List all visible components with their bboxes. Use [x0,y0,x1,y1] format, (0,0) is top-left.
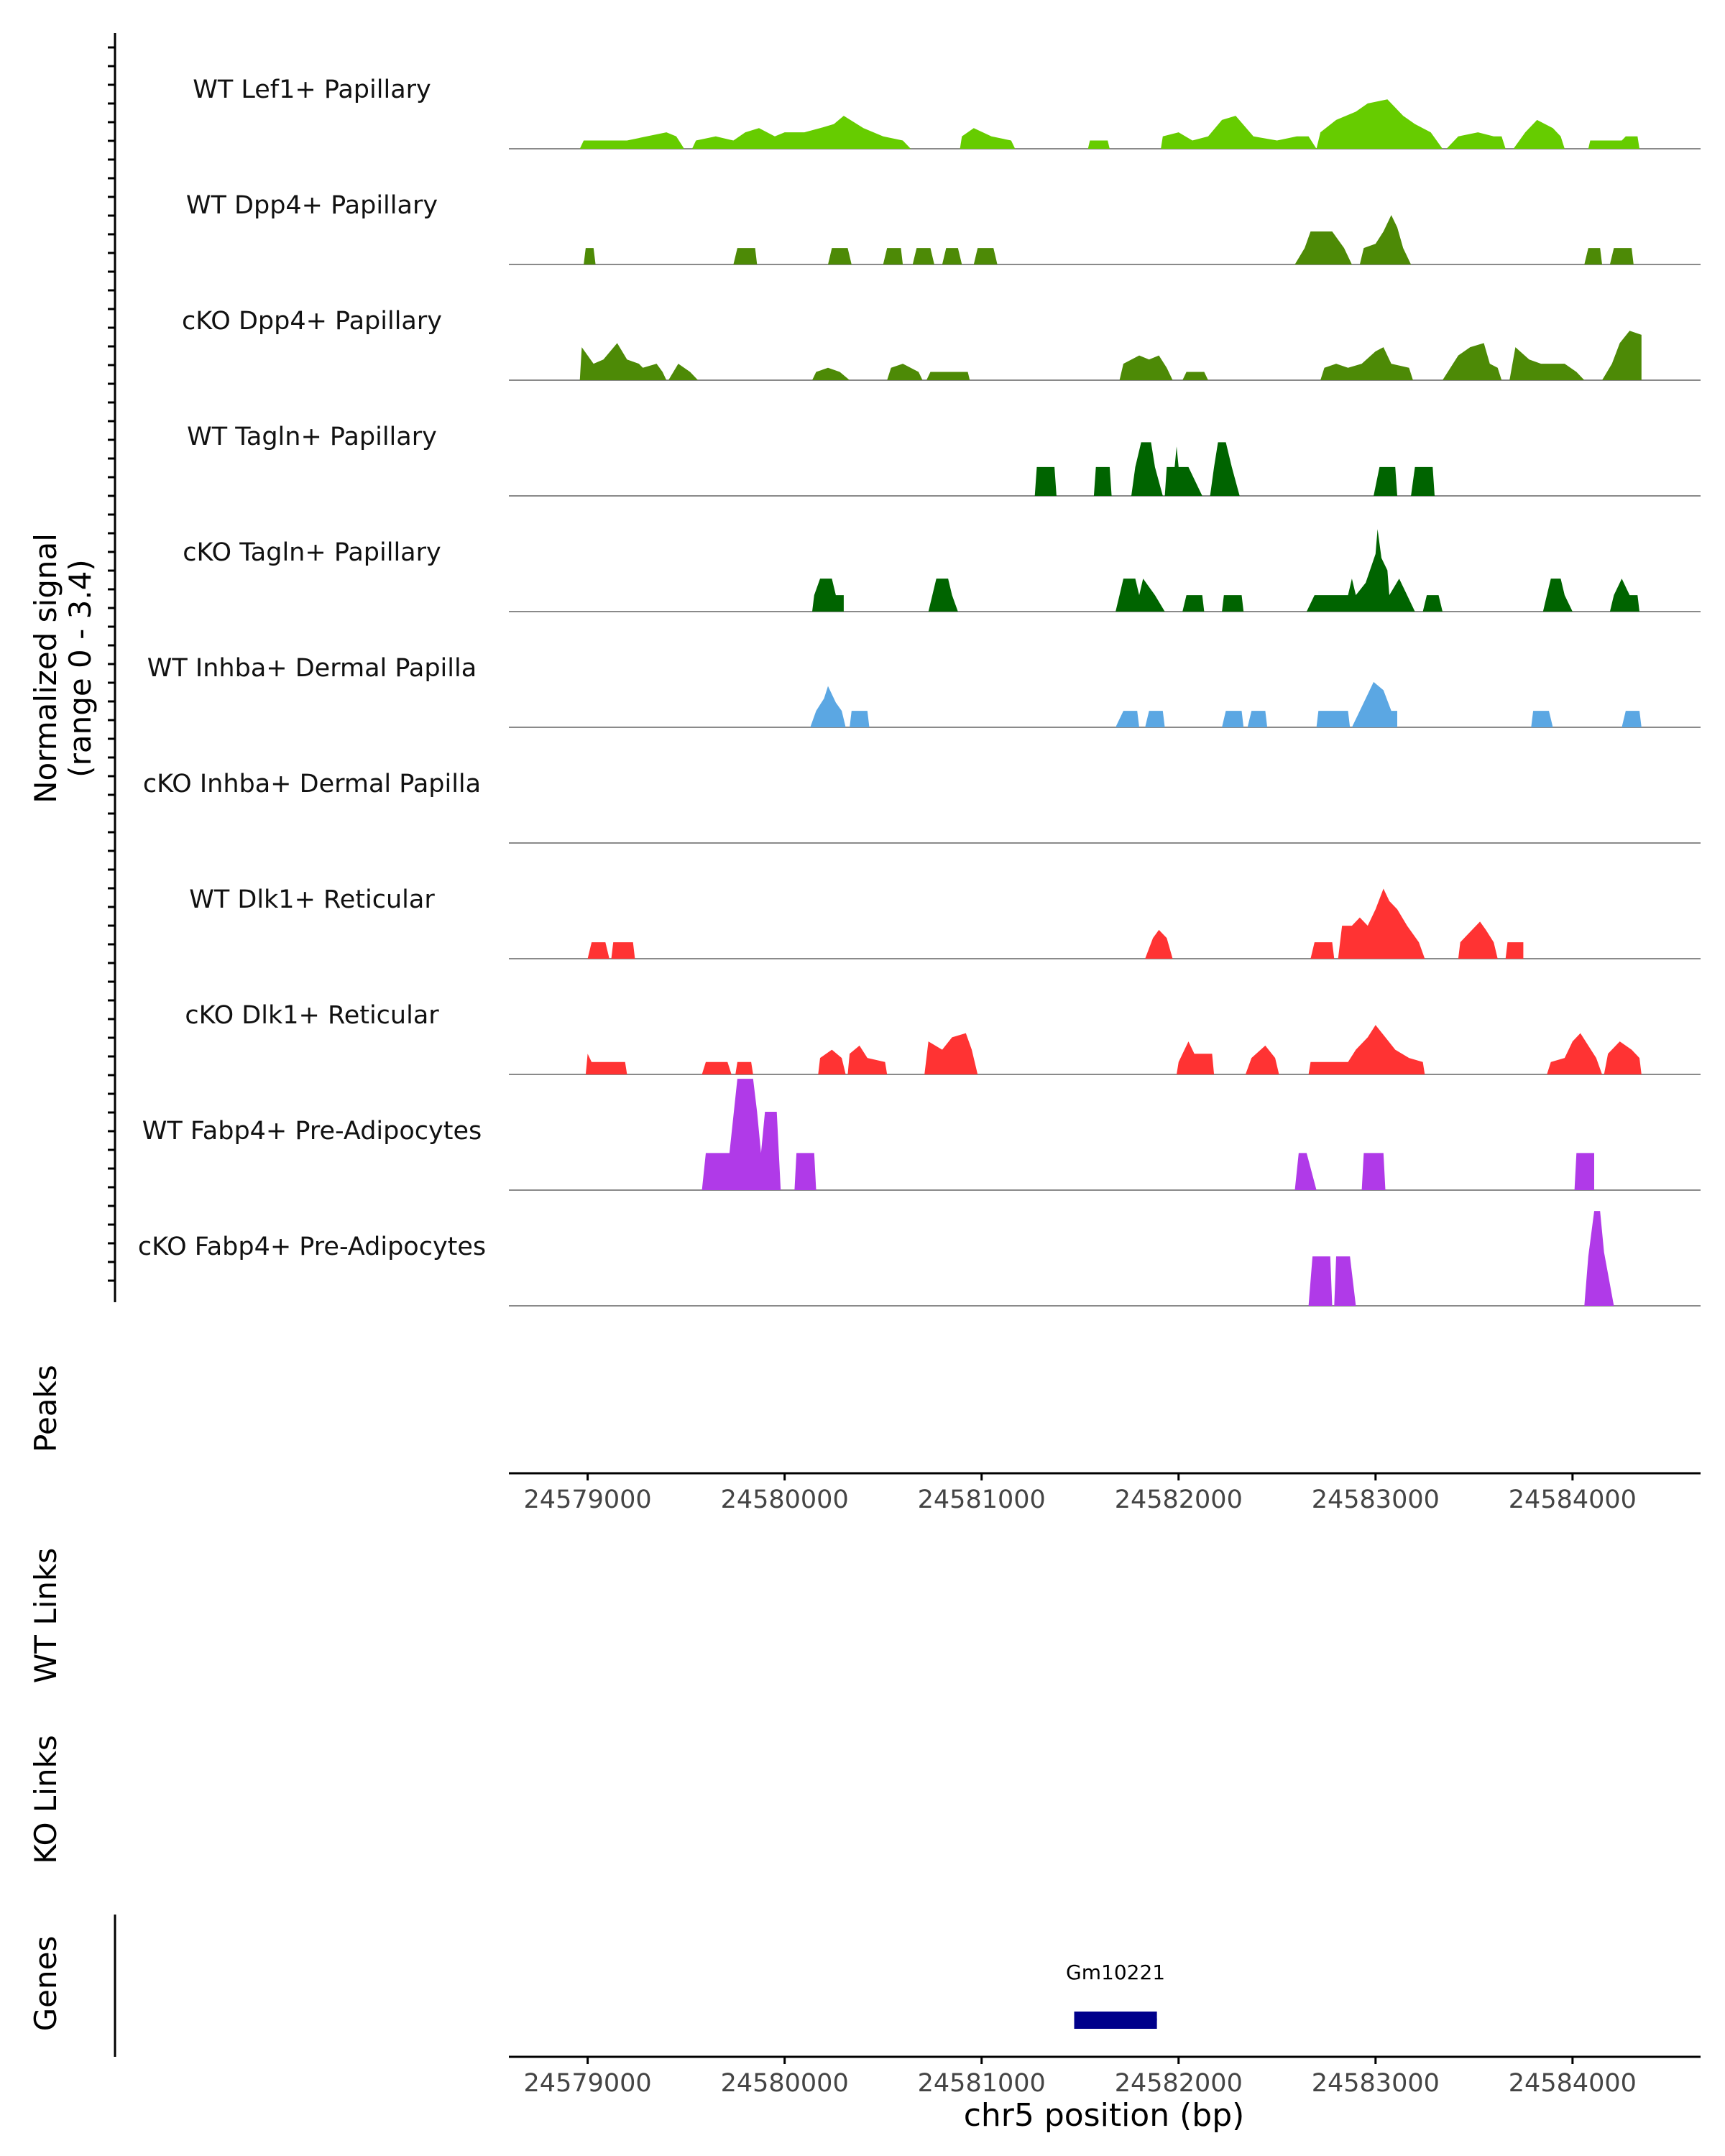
track-signal [585,1025,1642,1074]
track-signal [810,681,1642,727]
genes-panel-label: Genes [28,1936,63,2032]
track-label: cKO Fabp4+ Pre-Adipocytes [138,1233,486,1261]
gene-annotations: Gm10221 [1066,1961,1165,2029]
track-label: cKO Dpp4+ Papillary [182,307,442,336]
track: cKO Fabp4+ Pre-Adipocytes [138,1211,1701,1307]
track: WT Lef1+ Papillary [193,75,1701,149]
track-signal [702,1079,1594,1190]
gene-body [1074,2012,1157,2029]
x-tick-label: 24584000 [1509,2069,1637,2098]
track: WT Tagln+ Papillary [187,423,1701,497]
x-tick-label: 24584000 [1509,1485,1637,1514]
track: cKO Inhba+ Dermal Papilla [143,770,1701,844]
x-tick-label: 24582000 [1115,1485,1243,1514]
x-tick-label: 24583000 [1312,2069,1440,2098]
track-label: WT Dpp4+ Papillary [186,191,438,220]
track-label: WT Lef1+ Papillary [193,75,431,104]
track: WT Inhba+ Dermal Papilla [147,654,1701,728]
y-axis-label-line1: Normalized signal [28,533,63,803]
peaks-panel-label: Peaks [28,1365,63,1452]
x-tick-label: 24580000 [721,2069,849,2098]
track-label: WT Dlk1+ Reticular [189,885,435,914]
track-signal [579,99,1640,149]
track: WT Fabp4+ Pre-Adipocytes [142,1079,1701,1191]
track: cKO Dpp4+ Papillary [182,307,1701,381]
peaks-x-axis: 24579000 24580000 24581000 24582000 24583000… [509,1472,1701,1514]
track: cKO Dlk1+ Reticular [185,1001,1701,1075]
x-tick-label: 24581000 [918,2069,1046,2098]
y-axis-label-line2: (range 0 - 3.4) [63,559,98,778]
track-signal [584,215,1634,264]
track-signal [1308,1211,1614,1306]
track-label: WT Tagln+ Papillary [187,423,437,451]
coverage-tracks: WT Lef1+ Papillary WT Dpp4+ Papillary cKO … [138,75,1701,1307]
x-tick-label: 24583000 [1312,1485,1440,1514]
wt-links-panel-label: WT Links [28,1548,63,1683]
track-signal [579,331,1642,380]
track: WT Dlk1+ Reticular [189,885,1701,959]
x-tick-label: 24580000 [721,1485,849,1514]
x-tick-label: 24579000 [524,2069,652,2098]
track-label: cKO Dlk1+ Reticular [185,1001,439,1030]
track-label: cKO Tagln+ Papillary [183,538,441,567]
track-label: WT Inhba+ Dermal Papilla [147,654,477,683]
x-tick-label: 24579000 [524,1485,652,1514]
x-tick-label: 24582000 [1115,2069,1243,2098]
gene-label: Gm10221 [1066,1961,1165,1984]
track: WT Dpp4+ Papillary [186,191,1701,265]
track: cKO Tagln+ Papillary [183,529,1701,612]
track-label: WT Fabp4+ Pre-Adipocytes [142,1117,482,1146]
x-axis-title: chr5 position (bp) [964,2097,1245,2134]
x-tick-label: 24581000 [918,1485,1046,1514]
track-label: cKO Inhba+ Dermal Papilla [143,770,481,798]
track-signal [812,529,1639,612]
genes-x-axis: 24579000 24580000 24581000 24582000 24583000… [509,2055,1701,2098]
ko-links-panel-label: KO Links [28,1735,63,1864]
track-signal [1034,442,1435,496]
coverage-y-ticks [108,46,115,1282]
